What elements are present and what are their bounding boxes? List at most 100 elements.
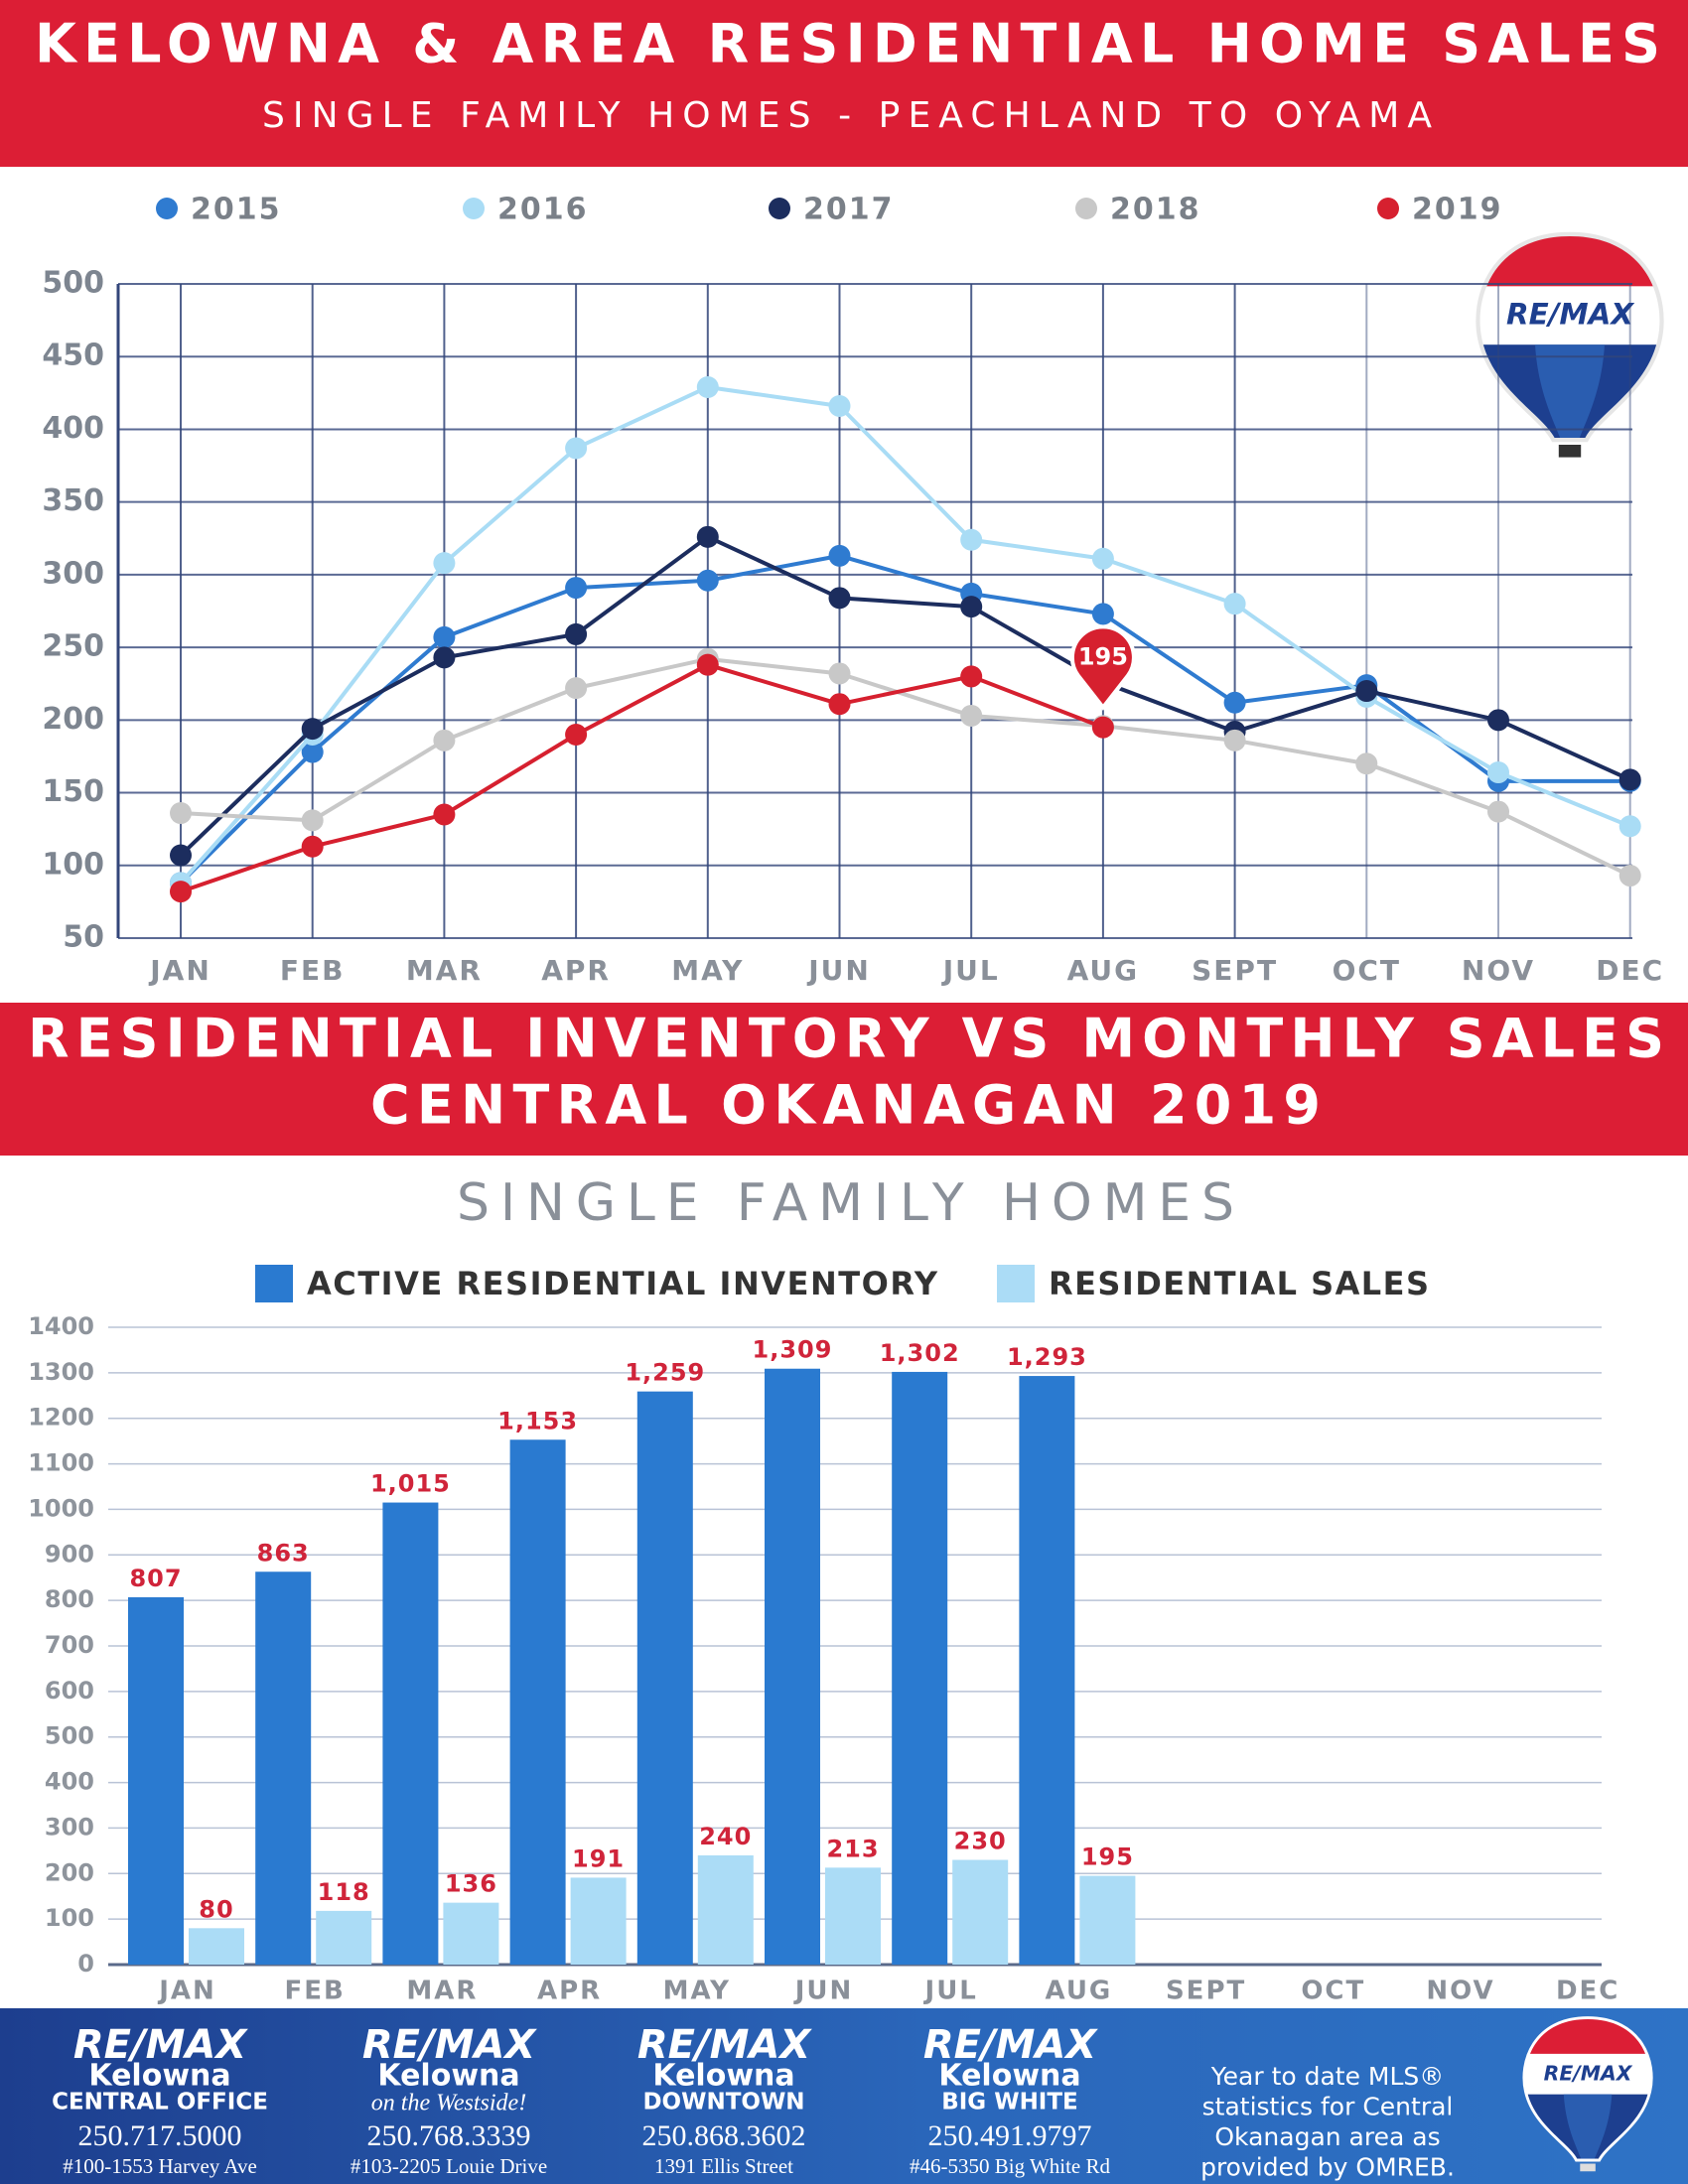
y-tick-label: 400 (45, 1768, 94, 1796)
x-tick-label: FEB (280, 954, 346, 987)
y-tick-label: 150 (42, 774, 104, 809)
office-city: Kelowna (88, 2059, 230, 2094)
bar (189, 1928, 244, 1965)
x-tick-label: NOV (1426, 1977, 1494, 2006)
x-tick-label: MAY (663, 1977, 731, 2006)
legend-marker (769, 198, 790, 219)
y-tick-label: 450 (42, 339, 104, 373)
data-point (696, 653, 719, 676)
x-tick-label: MAR (406, 954, 483, 987)
office-branch: CENTRAL OFFICE (52, 2090, 268, 2116)
bar (1079, 1875, 1136, 1965)
data-label: 213 (826, 1835, 879, 1862)
data-point (1355, 752, 1378, 775)
office-city: Kelowna (938, 2059, 1080, 2094)
x-tick-label: NOV (1462, 954, 1535, 987)
bar (509, 1439, 566, 1965)
office-brand: RE/MAX (923, 2022, 1098, 2068)
footer (0, 2008, 1688, 2184)
data-label: 863 (257, 1539, 310, 1567)
data-point (1223, 593, 1246, 615)
data-point (301, 835, 324, 858)
y-tick-label: 1200 (28, 1404, 94, 1432)
x-tick-label: JAN (157, 1977, 216, 2006)
y-tick-label: 400 (42, 411, 104, 446)
office-address: #100-1553 Harvey Ave (63, 2154, 257, 2178)
data-point (301, 718, 324, 741)
office-address: #46-5350 Big White Rd (910, 2154, 1111, 2178)
y-tick-label: 700 (45, 1631, 94, 1659)
data-point (1487, 709, 1509, 732)
legend-label: 2016 (497, 193, 589, 227)
office-phone: 250.491.9797 (928, 2119, 1092, 2152)
legend-marker (1075, 198, 1097, 219)
series-line (179, 534, 1631, 857)
data-point (565, 437, 588, 460)
y-tick-label: 1300 (28, 1358, 94, 1386)
bar (1019, 1376, 1075, 1965)
office-branch: BIG WHITE (941, 2090, 1078, 2116)
office-phone: 250.868.3602 (642, 2119, 806, 2152)
office-city: Kelowna (377, 2059, 519, 2094)
data-point (1091, 716, 1114, 739)
data-point (960, 528, 983, 551)
data-point (565, 677, 588, 700)
bar (382, 1502, 439, 1965)
data-point (170, 844, 192, 867)
data-point (1223, 729, 1246, 751)
data-point (1355, 680, 1378, 703)
data-label: 195 (1081, 1843, 1134, 1871)
bar (316, 1910, 372, 1965)
logo-balloon: RE/MAX (1476, 231, 1664, 458)
legend-swatch (255, 1265, 293, 1302)
bar (636, 1391, 693, 1965)
bar (825, 1867, 881, 1965)
data-point (960, 665, 983, 688)
legend-marker (1377, 198, 1399, 219)
legend-marker (463, 198, 485, 219)
data-point (828, 693, 851, 716)
data-point (828, 395, 851, 418)
data-label: 1,259 (625, 1359, 705, 1387)
legend-label: RESIDENTIAL SALES (1049, 1265, 1429, 1302)
logo-text: RE/MAX (1544, 2061, 1633, 2085)
data-label: 1,302 (880, 1339, 960, 1367)
x-tick-label: SEPT (1166, 1977, 1246, 2006)
x-tick-label: OCT (1301, 1977, 1365, 2006)
y-tick-label: 200 (42, 702, 104, 737)
data-point (565, 622, 588, 645)
x-tick-label: JUL (923, 1977, 978, 2006)
data-label: 191 (572, 1844, 625, 1872)
data-point (170, 881, 192, 903)
office-city: Kelowna (652, 2059, 794, 2094)
legend-label: 2017 (803, 193, 895, 227)
data-point (301, 809, 324, 832)
y-tick-label: 800 (45, 1585, 94, 1613)
data-label: 1,309 (753, 1336, 833, 1364)
annotation-pin (1069, 624, 1136, 711)
bar (952, 1859, 1009, 1965)
legend-marker (156, 198, 178, 219)
legend-label: 2019 (1412, 193, 1503, 227)
data-point (433, 729, 456, 751)
y-tick-label: 300 (42, 556, 104, 591)
y-tick-label: 300 (45, 1813, 94, 1841)
data-point (301, 741, 324, 763)
data-label: 136 (445, 1870, 497, 1898)
x-tick-label: APR (537, 1977, 602, 2006)
office-phone: 250.768.3339 (367, 2119, 531, 2152)
data-point (565, 577, 588, 600)
y-tick-label: 1100 (28, 1449, 94, 1477)
x-tick-label: FEB (285, 1977, 346, 2006)
series-line (179, 384, 1631, 885)
x-tick-label: MAR (406, 1977, 478, 2006)
legend-swatch (997, 1265, 1035, 1302)
chart-title: KELOWNA & AREA RESIDENTIAL HOME SALES (35, 13, 1660, 75)
y-tick-label: 250 (42, 629, 104, 664)
legend-label: 2015 (191, 193, 282, 227)
data-point (960, 704, 983, 727)
logo-text: RE/MAX (1506, 297, 1634, 331)
y-tick-label: 50 (63, 920, 104, 955)
data-label: 230 (954, 1828, 1007, 1855)
y-tick-label: 100 (45, 1904, 94, 1932)
